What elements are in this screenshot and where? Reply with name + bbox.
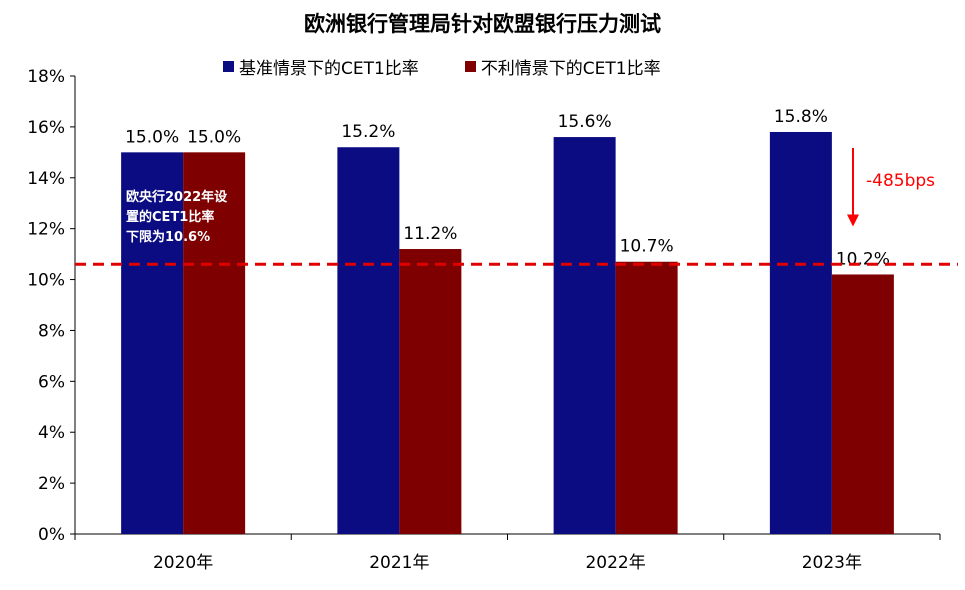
- y-tick-label: 8%: [38, 321, 65, 341]
- legend-item-adverse: 不利情景下的CET1比率: [464, 54, 661, 79]
- x-tick-label: 2020年: [153, 553, 213, 573]
- data-label: 15.2%: [341, 122, 395, 142]
- data-label: 11.2%: [403, 224, 457, 244]
- x-tick-label: 2021年: [369, 553, 429, 573]
- bar-adverse: [399, 249, 462, 534]
- chart-title: 欧洲银行管理局针对欧盟银行压力测试: [304, 12, 661, 36]
- x-tick-label: 2023年: [802, 553, 862, 573]
- bar-adverse: [615, 261, 678, 534]
- legend-swatch-baseline: [223, 61, 234, 72]
- bar-adverse: [831, 274, 894, 534]
- bar-adverse: [183, 152, 246, 535]
- data-label: 15.0%: [187, 127, 241, 147]
- legend-label-baseline: 基准情景下的CET1比率: [239, 59, 419, 79]
- data-label: 10.2%: [836, 249, 890, 269]
- data-label: 15.0%: [125, 127, 179, 147]
- data-label: 10.7%: [620, 237, 674, 257]
- y-tick-label: 14%: [27, 169, 65, 189]
- y-tick-label: 16%: [27, 118, 65, 138]
- y-tick-label: 6%: [38, 372, 65, 392]
- floor-note-annotation: 欧央行2022年设 置的CET1比率 下限为10.6%: [126, 190, 228, 245]
- bar-baseline: [121, 152, 184, 535]
- data-label: 15.8%: [774, 107, 828, 127]
- y-tick-label: 0%: [38, 525, 65, 545]
- drop-arrow-head: [847, 214, 859, 227]
- legend-label-adverse: 不利情景下的CET1比率: [480, 59, 661, 79]
- y-tick-label: 12%: [27, 220, 65, 240]
- bar-baseline: [553, 137, 616, 535]
- x-tick-label: 2022年: [585, 553, 645, 573]
- y-tick-label: 18%: [27, 67, 65, 87]
- legend-item-baseline: 基准情景下的CET1比率: [223, 54, 419, 79]
- bar-baseline: [769, 131, 832, 534]
- drop-annotation: -485bps: [866, 171, 936, 191]
- y-tick-label: 4%: [38, 423, 65, 443]
- legend: 基准情景下的CET1比率 不利情景下的CET1比率: [223, 54, 707, 79]
- y-tick-label: 10%: [27, 271, 65, 291]
- data-label: 15.6%: [558, 112, 612, 132]
- bar-baseline: [337, 147, 400, 534]
- y-tick-label: 2%: [38, 474, 65, 494]
- legend-swatch-adverse: [464, 61, 476, 72]
